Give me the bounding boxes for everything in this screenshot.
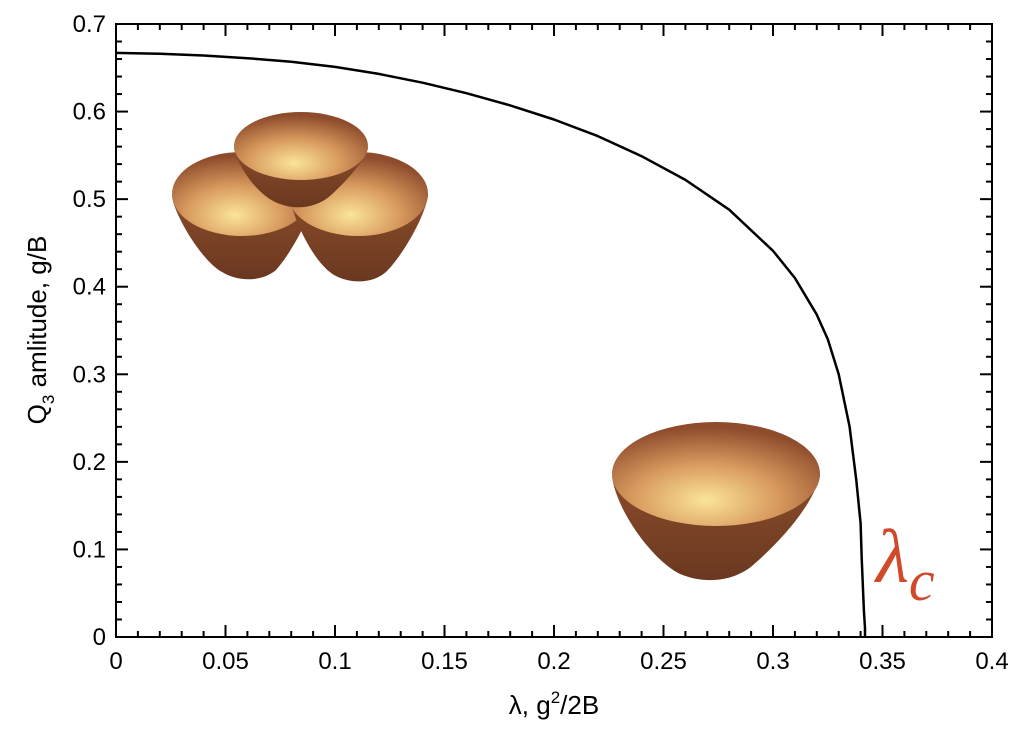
y-tick-label: 0.6 [73, 99, 106, 126]
series-line-0 [115, 51, 867, 637]
triple-well-surface-icon [172, 112, 428, 282]
y-tick-label: 0 [93, 624, 106, 651]
x-tick-label: 0.3 [756, 648, 789, 675]
y-tick-label: 0.5 [73, 186, 106, 213]
single-bowl-surface-icon [612, 422, 820, 581]
x-tick-label: 0.05 [202, 648, 249, 675]
y-tick-label: 0.4 [73, 274, 106, 301]
tick-labels: 0 0.05 0.1 0.15 0.2 0.25 0.3 0.35 0.4 0 0.1 0.2 0.3 0… [73, 11, 1009, 675]
x-tick-label: 0.25 [640, 648, 687, 675]
x-tick-label: 0.15 [421, 648, 468, 675]
x-tick-label: 0.2 [537, 648, 570, 675]
y-axis-label: Q3 amlitude, g/B [22, 236, 58, 425]
x-tick-label: 0.4 [975, 648, 1008, 675]
y-tick-label: 0.7 [73, 11, 106, 38]
lambda-c-annotation: λc [874, 515, 935, 613]
y-tick-label: 0.2 [73, 449, 106, 476]
x-tick-label: 0 [109, 648, 122, 675]
x-axis-label: λ, g2/2B [509, 688, 599, 720]
x-tick-label: 0.1 [318, 648, 351, 675]
y-tick-label: 0.1 [73, 536, 106, 563]
axis-ticks [115, 23, 993, 638]
y-tick-label: 0.3 [73, 361, 106, 388]
x-tick-label: 0.35 [859, 648, 906, 675]
series-layer [115, 51, 867, 637]
